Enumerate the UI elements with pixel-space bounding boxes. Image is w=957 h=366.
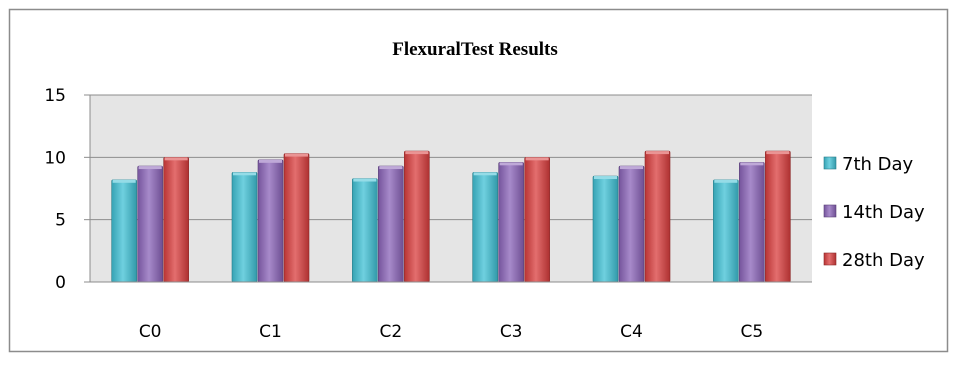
bar-7th-day-c0: [111, 179, 137, 283]
bar-top-highlight: [499, 162, 523, 166]
legend-label: 28th Day: [842, 250, 925, 271]
bar-28th-day-c3: [524, 157, 550, 283]
bar-top-highlight: [233, 172, 256, 176]
bar-top-highlight: [353, 178, 377, 182]
bar-top-highlight: [285, 153, 308, 157]
legend-label: 7th Day: [842, 154, 914, 175]
legend-swatch: [823, 156, 837, 170]
bar-top-highlight: [766, 151, 790, 155]
y-tick-label: 10: [44, 148, 66, 168]
bar-top-highlight: [112, 179, 136, 183]
bar-28th-day-c5: [765, 150, 791, 283]
legend: 7th Day 14th Day 28th Day: [823, 154, 925, 271]
bar-top-highlight: [473, 172, 497, 176]
bar-14th-day-c1: [257, 159, 284, 283]
bar-top-highlight: [405, 151, 429, 155]
bar-14th-day-c2: [378, 165, 404, 283]
bar-top-highlight: [259, 159, 282, 163]
bar-7th-day-c1: [231, 171, 258, 283]
y-tick-label: 15: [44, 86, 66, 106]
bar-14th-day-c4: [618, 165, 645, 283]
bar-28th-day-c1: [283, 153, 310, 283]
y-tick-label: 0: [55, 273, 66, 293]
chart-title: FlexuralTest Results: [392, 39, 558, 60]
bar-top-highlight: [714, 179, 738, 183]
x-tick-label: C5: [740, 322, 763, 342]
bar-14th-day-c5: [739, 162, 765, 283]
gridlines: [90, 94, 812, 221]
bar-top-highlight: [594, 176, 617, 180]
bar-top-highlight: [379, 166, 403, 170]
bar-top-highlight: [138, 166, 162, 170]
bar-top-highlight: [620, 166, 643, 170]
bar-28th-day-c2: [404, 150, 430, 283]
bars: [111, 150, 791, 283]
bar-7th-day-c3: [472, 171, 498, 283]
bar-14th-day-c3: [498, 162, 524, 283]
bar-14th-day-c0: [137, 165, 163, 283]
legend-label: 14th Day: [842, 202, 925, 223]
bar-28th-day-c4: [644, 150, 671, 283]
bar-7th-day-c4: [592, 175, 619, 283]
plot-area: [90, 95, 812, 282]
bar-top-highlight: [740, 162, 764, 166]
x-tick-label: C0: [139, 322, 162, 342]
bar-7th-day-c2: [352, 178, 378, 283]
bar-28th-day-c0: [163, 157, 189, 283]
legend-swatch: [823, 204, 837, 218]
bar-top-highlight: [646, 151, 669, 155]
x-tick-label: C3: [500, 322, 523, 342]
x-tick-label: C2: [379, 322, 402, 342]
bar-7th-day-c5: [713, 179, 739, 283]
bar-top-highlight: [164, 157, 188, 161]
x-tick-label: C4: [620, 322, 643, 342]
legend-swatch: [823, 252, 837, 266]
axes: 0 5 10 15 C0 C1 C2 C3 C4 C5: [44, 86, 812, 342]
bar-top-highlight: [525, 157, 549, 161]
x-tick-label: C1: [259, 322, 282, 342]
y-tick-label: 5: [55, 211, 66, 231]
